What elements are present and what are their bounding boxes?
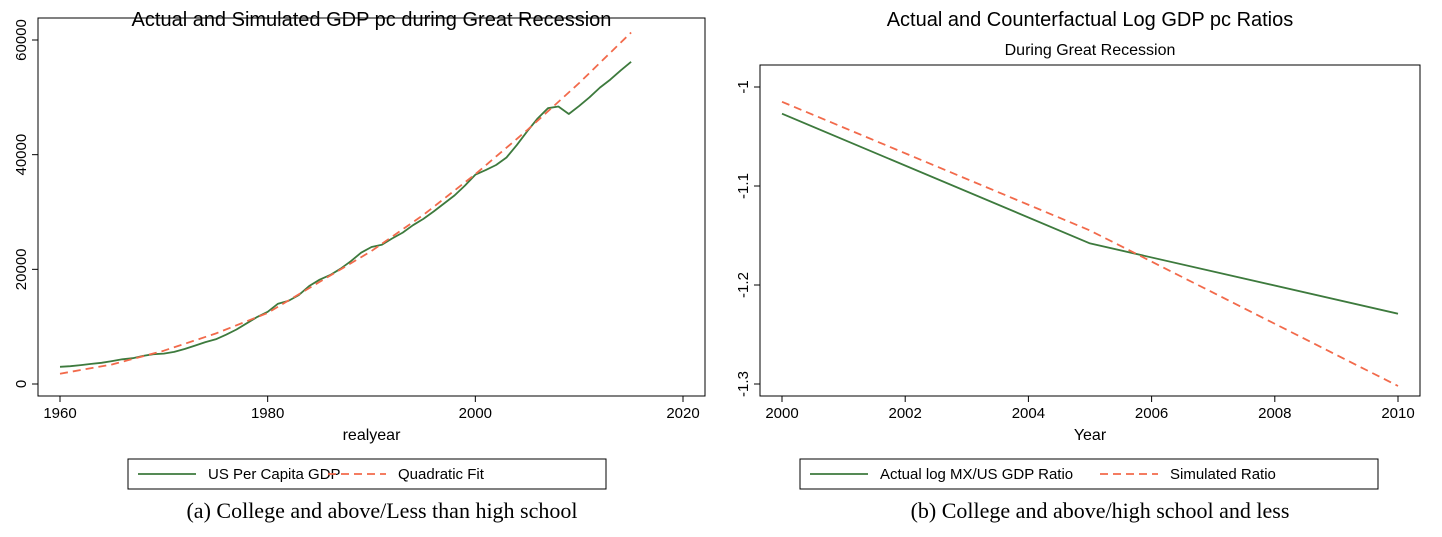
series-line-0 [781, 112, 1399, 315]
chart-0: Actual and Simulated GDP pc during Great… [13, 9, 706, 523]
legend-label-0: Actual log MX/US GDP Ratio [880, 466, 1073, 483]
x-tick-label: 2020 [666, 405, 699, 422]
x-axis-label: Year [1074, 427, 1107, 444]
series-line-1 [781, 100, 1399, 387]
y-tick-label: -1.2 [735, 272, 752, 298]
chart-1: Actual and Counterfactual Log GDP pc Rat… [735, 9, 1421, 523]
y-tick-label: 60000 [13, 19, 30, 61]
chart-caption: (a) College and above/Less than high sch… [186, 498, 577, 523]
legend: Actual log MX/US GDP Ratio Simulated Rati… [799, 458, 1379, 490]
chart-caption: (b) College and above/high school and le… [911, 498, 1290, 523]
legend-box [799, 458, 1379, 490]
y-tick-label: 40000 [13, 134, 30, 176]
x-axis-label: realyear [343, 427, 401, 444]
series-line-0 [59, 61, 632, 368]
x-tick-label: 2008 [1258, 405, 1291, 422]
x-tick-label: 2004 [1012, 405, 1045, 422]
y-tick-label: 0 [13, 380, 30, 388]
series-line-1 [59, 31, 632, 375]
y-tick-label: 20000 [13, 248, 30, 290]
legend-label-1: Quadratic Fit [398, 466, 485, 483]
x-tick-label: 2002 [889, 405, 922, 422]
y-tick-label: -1 [735, 80, 752, 93]
legend-label-1: Simulated Ratio [1170, 466, 1276, 483]
plot-frame [37, 17, 706, 397]
x-tick-label: 1980 [251, 405, 284, 422]
y-tick-label: -1.3 [735, 371, 752, 397]
x-tick-label: 2000 [459, 405, 492, 422]
x-tick-label: 2010 [1381, 405, 1414, 422]
chart-title: Actual and Simulated GDP pc during Great… [132, 9, 612, 31]
y-tick-label: -1.1 [735, 173, 752, 199]
legend-label-0: US Per Capita GDP [208, 466, 341, 483]
x-tick-label: 1960 [43, 405, 76, 422]
chart-subtitle: During Great Recession [1005, 42, 1176, 59]
chart-title: Actual and Counterfactual Log GDP pc Rat… [887, 9, 1294, 31]
x-tick-label: 2000 [765, 405, 798, 422]
x-tick-label: 2006 [1135, 405, 1168, 422]
legend: US Per Capita GDP Quadratic Fit [127, 458, 607, 490]
